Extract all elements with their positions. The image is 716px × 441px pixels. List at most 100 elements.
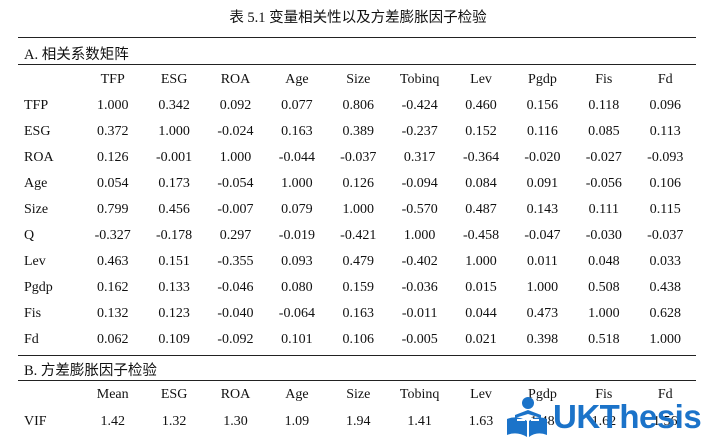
table-cell: 0.084 xyxy=(465,176,497,191)
table-cell: 0.033 xyxy=(649,254,682,269)
table-cell: 0.487 xyxy=(465,202,497,217)
table-cell: 0.093 xyxy=(281,254,313,269)
row-header: Fd xyxy=(24,332,39,347)
table-cell: 1.32 xyxy=(161,413,187,429)
table-caption: 表 5.1 变量相关性以及方差膨胀因子检验 xyxy=(229,10,487,26)
table-cell: 0.152 xyxy=(465,124,497,139)
watermark-text: UKThesis xyxy=(553,397,702,435)
table-cell: 1.000 xyxy=(403,228,436,243)
table-cell: -0.424 xyxy=(401,98,438,113)
table-cell: 0.133 xyxy=(158,280,190,295)
table-cell: 1.000 xyxy=(649,332,682,347)
panel-a-rule xyxy=(18,64,696,65)
header-row: Mean ESG ROA Age Size Tobinq Lev Pgdp Fis Fd xyxy=(18,381,696,408)
table-cell: 1.63 xyxy=(468,413,494,429)
table-cell: 0.173 xyxy=(158,176,190,191)
table-row: Pgdp 0.162 0.133 -0.046 0.080 0.159 -0.036 0.01… xyxy=(18,275,696,301)
table-cell: 0.077 xyxy=(281,98,313,113)
table-cell: -0.458 xyxy=(462,228,500,243)
table-cell: 1.000 xyxy=(219,150,252,165)
row-header: ESG xyxy=(24,124,51,139)
table-cell: -0.001 xyxy=(156,150,193,165)
table-cell: 1.09 xyxy=(284,413,310,429)
table-cell: 0.143 xyxy=(526,202,559,217)
table-cell: 0.106 xyxy=(342,332,375,347)
table-cell: 1.000 xyxy=(281,176,313,191)
column-header: Fd xyxy=(657,72,673,87)
table-cell: 0.085 xyxy=(588,124,620,139)
table-cell: 0.115 xyxy=(649,202,681,217)
column-header: Pgdp xyxy=(528,72,557,87)
table-cell: 1.000 xyxy=(465,254,497,269)
table-cell: 0.473 xyxy=(526,306,559,321)
column-header: Fis xyxy=(595,386,613,402)
column-header: Size xyxy=(346,72,371,87)
panel-a-title: A. 相关系数矩阵 xyxy=(24,47,129,63)
column-header: Pgdp xyxy=(528,386,557,402)
corner-header-cell xyxy=(18,381,82,408)
column-header: Lev xyxy=(470,72,492,87)
table-row: Lev 0.463 0.151 -0.355 0.093 0.479 -0.402 1.000… xyxy=(18,249,696,275)
table-cell: 1.000 xyxy=(158,124,190,139)
table-cell: 0.044 xyxy=(465,306,497,321)
row-header: VIF xyxy=(24,413,47,429)
table-cell: -0.024 xyxy=(217,124,254,139)
row-header: ROA xyxy=(24,150,54,165)
table-cell: -0.364 xyxy=(462,150,500,165)
graduate-reader-logo-icon xyxy=(507,397,547,437)
table-cell: 0.479 xyxy=(342,254,375,269)
table-cell: 0.460 xyxy=(465,98,497,113)
table-cell: 0.096 xyxy=(649,98,682,113)
vif-table: Mean ESG ROA Age Size Tobinq Lev Pgdp Fis Fd VIF 1… xyxy=(18,381,696,435)
table-cell: -0.054 xyxy=(217,176,254,191)
table-cell: 1.000 xyxy=(342,202,375,217)
correlation-matrix-table: TFP ESG ROA Age Size Tobinq Lev Pgdp Fis Fd TFP 1.… xyxy=(18,67,696,353)
ukthesis-watermark: UKThesis xyxy=(503,392,709,440)
table-cell: -0.036 xyxy=(401,280,438,295)
table-cell: 0.132 xyxy=(96,306,129,321)
table-cell: 0.389 xyxy=(342,124,375,139)
table-cell: -0.421 xyxy=(340,228,377,243)
column-header: ROA xyxy=(220,386,251,402)
table-cell: 0.438 xyxy=(649,280,682,295)
table-cell: 0.162 xyxy=(96,280,129,295)
table-cell: -0.020 xyxy=(524,150,561,165)
table-cell: 0.116 xyxy=(526,124,558,139)
table-cell: -0.092 xyxy=(217,332,254,347)
column-header: Tobinq xyxy=(399,386,440,402)
table-cell: -0.040 xyxy=(217,306,254,321)
table-row: Fis 0.132 0.123 -0.040 -0.064 0.163 -0.011 0.04… xyxy=(18,301,696,327)
table-cell: 0.151 xyxy=(158,254,190,269)
table-cell: 0.106 xyxy=(649,176,682,191)
table-cell: -0.027 xyxy=(585,150,622,165)
table-cell: 0.062 xyxy=(96,332,129,347)
table-cell: 0.048 xyxy=(588,254,620,269)
table-cell: -0.005 xyxy=(401,332,438,347)
table-cell: -0.056 xyxy=(585,176,622,191)
table-cell: 0.508 xyxy=(588,280,620,295)
column-header: ESG xyxy=(160,72,188,87)
table-cell: 0.156 xyxy=(526,98,559,113)
column-header: ESG xyxy=(160,386,188,402)
table-cell: -0.019 xyxy=(278,228,315,243)
row-header: Size xyxy=(24,202,49,217)
table-cell: -0.570 xyxy=(401,202,438,217)
table-cell: -0.355 xyxy=(217,254,254,269)
table-cell: 0.463 xyxy=(96,254,129,269)
table-row: TFP 1.000 0.342 0.092 0.077 0.806 -0.424 0.460 0… xyxy=(18,93,696,119)
table-cell: 1.000 xyxy=(526,280,559,295)
table-cell: 1.000 xyxy=(588,306,620,321)
table-cell: 0.398 xyxy=(526,332,559,347)
table-cell: 0.015 xyxy=(465,280,497,295)
table-cell: 0.297 xyxy=(219,228,252,243)
table-cell: 1.56 xyxy=(653,413,678,429)
top-rule xyxy=(18,37,696,38)
table-cell: 1.62 xyxy=(591,413,617,429)
table-cell: -0.037 xyxy=(647,228,684,243)
table-cell: 0.123 xyxy=(158,306,190,321)
row-header: TFP xyxy=(24,98,49,113)
table-cell: 0.317 xyxy=(403,150,436,165)
column-header: Age xyxy=(285,386,309,402)
table-row: Q -0.327 -0.178 0.297 -0.019 -0.421 1.000 -0.45… xyxy=(18,223,696,249)
table-cell: 0.126 xyxy=(342,176,375,191)
